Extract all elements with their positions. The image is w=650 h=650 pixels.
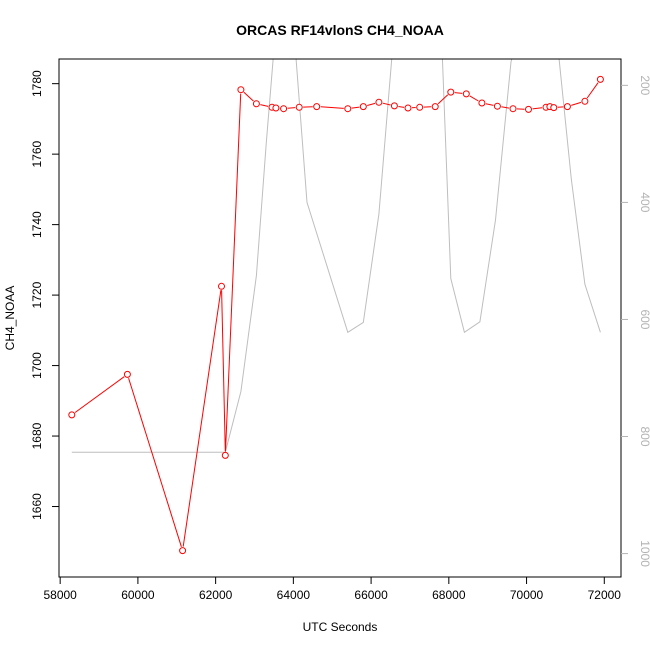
series-segment — [501, 106, 510, 109]
data-point — [509, 105, 517, 113]
data-point — [462, 90, 470, 98]
x-tick-label: 60000 — [121, 588, 155, 602]
series-segment — [532, 107, 543, 110]
series-segment — [287, 107, 296, 109]
x-tick-label: 70000 — [510, 588, 544, 602]
x-axis: 58000 60000 62000 64000 66000 68000 70000 72000 — [43, 577, 621, 602]
series-segment — [74, 376, 125, 413]
data-point — [550, 104, 558, 112]
y-tick-label: 1720 — [30, 281, 44, 308]
data-point — [68, 411, 76, 419]
y2-tick-label: 1000 — [638, 540, 650, 567]
series-segment — [225, 93, 242, 452]
series-segment — [586, 82, 599, 99]
y-tick-label: 1740 — [30, 211, 44, 238]
y-axis: 1660 1680 1700 1720 1740 1760 1780 — [30, 70, 59, 520]
data-point — [179, 547, 187, 555]
data-point — [252, 100, 260, 108]
series-segment — [571, 101, 582, 106]
series-segment — [398, 106, 405, 108]
secondary-y-axis: 200 400 600 800 1000 — [621, 75, 650, 567]
series-segment — [182, 290, 222, 547]
y2-tick-label: 200 — [638, 75, 650, 95]
data-point — [295, 103, 303, 111]
data-point — [237, 86, 245, 94]
series-segment — [437, 94, 449, 105]
data-point — [390, 102, 398, 110]
y-tick-label: 1780 — [30, 70, 44, 97]
main-series-layer — [68, 75, 604, 555]
data-point — [596, 75, 604, 83]
data-point — [447, 88, 455, 96]
x-tick-label: 72000 — [588, 588, 622, 602]
y-tick-label: 1700 — [30, 352, 44, 379]
y-tick-label: 1680 — [30, 422, 44, 449]
series-segment — [469, 95, 479, 102]
x-tick-label: 68000 — [432, 588, 466, 602]
data-point — [280, 105, 288, 113]
data-point — [525, 105, 532, 113]
series-segment — [454, 92, 463, 94]
plot-frame — [58, 58, 622, 578]
series-segment — [243, 91, 254, 102]
series-segment — [128, 378, 182, 547]
series-segment — [367, 102, 376, 106]
series-segment — [260, 104, 269, 107]
y2-tick-label: 600 — [638, 309, 650, 329]
data-point — [493, 102, 501, 110]
y-tick-label: 1760 — [30, 140, 44, 167]
secondary-series-layer — [71, 59, 601, 453]
data-point — [563, 103, 571, 111]
y2-tick-label: 800 — [638, 427, 650, 447]
data-point — [272, 104, 280, 112]
series-segment — [382, 102, 391, 106]
x-axis-label: UTC Seconds — [303, 620, 378, 634]
x-tick-label: 64000 — [277, 588, 311, 602]
x-tick-label: 66000 — [354, 588, 388, 602]
chart-title: ORCAS RF14vlonS CH4_NOAA — [236, 22, 444, 38]
data-point — [375, 98, 383, 106]
data-point — [218, 282, 225, 290]
series-segment — [351, 106, 360, 109]
series-segment — [221, 290, 226, 452]
y2-tick-label: 400 — [638, 192, 650, 212]
data-point — [581, 97, 589, 105]
data-point — [123, 370, 131, 378]
x-tick-label: 58000 — [43, 588, 77, 602]
y-tick-label: 1660 — [30, 493, 44, 520]
secondary-series-line — [71, 59, 601, 453]
series-segment — [320, 106, 344, 109]
data-point — [221, 451, 229, 459]
data-point — [431, 103, 439, 111]
data-point — [404, 104, 412, 112]
data-point — [359, 103, 367, 111]
data-point — [313, 103, 321, 111]
data-point — [344, 105, 352, 113]
data-point — [416, 103, 424, 111]
y-axis-label: CH4_NOAA — [3, 286, 17, 351]
x-tick-label: 62000 — [199, 588, 233, 602]
series-segment — [485, 103, 494, 106]
data-point — [478, 99, 486, 107]
